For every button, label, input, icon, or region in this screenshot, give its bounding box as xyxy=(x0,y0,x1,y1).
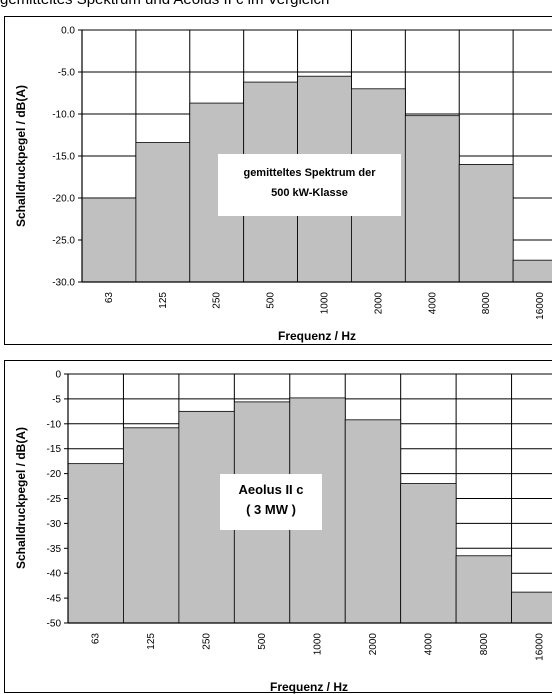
annotation-box xyxy=(218,154,401,216)
figure-caption: gemitteltes Spektrum und Aeolus II c im … xyxy=(0,0,329,8)
y-tick-label: -30 xyxy=(47,519,62,530)
bar-16000 xyxy=(512,259,552,283)
x-tick-label: 2000 xyxy=(373,292,384,315)
x-axis-label: Frequenz / Hz xyxy=(270,680,348,694)
y-tick-label: -25 xyxy=(47,494,62,505)
y-tick-label: -25.0 xyxy=(52,236,75,247)
x-tick-label: 8000 xyxy=(479,633,490,656)
y-tick-label: -15.0 xyxy=(52,152,75,163)
chart-panel-1: 0.0 -5.0 -10.0 -15.0 -20.0 -25.0 -30.0 63 125 250… xyxy=(4,16,552,345)
x-tick-label: 1000 xyxy=(313,633,324,656)
spectrum-chart-averaged: 0.0 -5.0 -10.0 -15.0 -20.0 -25.0 -30.0 63 125 250… xyxy=(14,26,552,343)
x-tick-label: 250 xyxy=(202,633,213,650)
y-tick-label: -50 xyxy=(47,619,62,630)
y-tick-label: -30.0 xyxy=(52,278,75,289)
bar-8000 xyxy=(458,163,514,283)
x-tick-label: 500 xyxy=(257,633,268,650)
x-tick-label: 4000 xyxy=(423,633,434,656)
y-tick-label: -5.0 xyxy=(58,68,76,79)
y-tick-label: -35 xyxy=(47,544,62,555)
annotation-text: ( 3 MW ) xyxy=(246,502,296,517)
x-tick-label: 250 xyxy=(212,292,223,309)
x-axis-label: Frequenz / Hz xyxy=(278,329,356,343)
annotation-text: 500 kW-Klasse xyxy=(271,187,348,199)
x-tick-label: 125 xyxy=(146,633,157,650)
x-tick-label: 16000 xyxy=(534,633,545,661)
y-tick-label: 0 xyxy=(55,370,61,381)
spectrum-chart-aeolus: 0 -5 -10 -15 -20 -25 -30 -35 -40 -45 -50 63 125 250 50… xyxy=(14,370,552,694)
annotation-box xyxy=(220,474,322,530)
x-tick-label: 8000 xyxy=(481,292,492,315)
bar-63 xyxy=(81,197,137,283)
y-tick-label: -10.0 xyxy=(52,110,75,121)
x-tick-label: 4000 xyxy=(427,292,438,315)
bar-4000 xyxy=(400,483,457,624)
bar-125 xyxy=(135,142,191,283)
y-axis-label: Schalldruckpegel / dB(A) xyxy=(14,85,28,227)
bar-4000 xyxy=(404,115,460,283)
x-tick-label: 500 xyxy=(266,292,277,309)
x-tick-label: 125 xyxy=(158,292,169,309)
annotation-text: Aeolus II c xyxy=(238,482,303,497)
y-tick-label: -40 xyxy=(47,569,62,580)
bar-63 xyxy=(67,463,124,624)
y-tick-label: -10 xyxy=(47,419,62,430)
x-tick-label: 16000 xyxy=(535,292,546,320)
bar-8000 xyxy=(455,555,512,624)
bar-125 xyxy=(123,427,180,624)
x-tick-label: 1000 xyxy=(320,292,331,315)
x-tick-label: 63 xyxy=(104,292,115,304)
y-tick-label: -5 xyxy=(52,394,61,405)
bar-16000 xyxy=(511,591,552,624)
annotation-text: gemitteltes Spektrum der xyxy=(243,167,376,179)
chart-panel-2: 0 -5 -10 -15 -20 -25 -30 -35 -40 -45 -50 63 125 250 50… xyxy=(4,360,552,694)
y-tick-label: -15 xyxy=(47,444,62,455)
y-tick-label: -20 xyxy=(47,469,62,480)
bar-2000 xyxy=(344,419,402,624)
y-axis-label: Schalldruckpegel / dB(A) xyxy=(14,427,28,569)
y-tick-label: 0.0 xyxy=(61,26,75,37)
y-tick-label: -20.0 xyxy=(52,194,75,205)
x-tick-label: 63 xyxy=(91,633,102,645)
x-tick-label: 2000 xyxy=(368,633,379,656)
y-tick-label: -45 xyxy=(47,594,62,605)
